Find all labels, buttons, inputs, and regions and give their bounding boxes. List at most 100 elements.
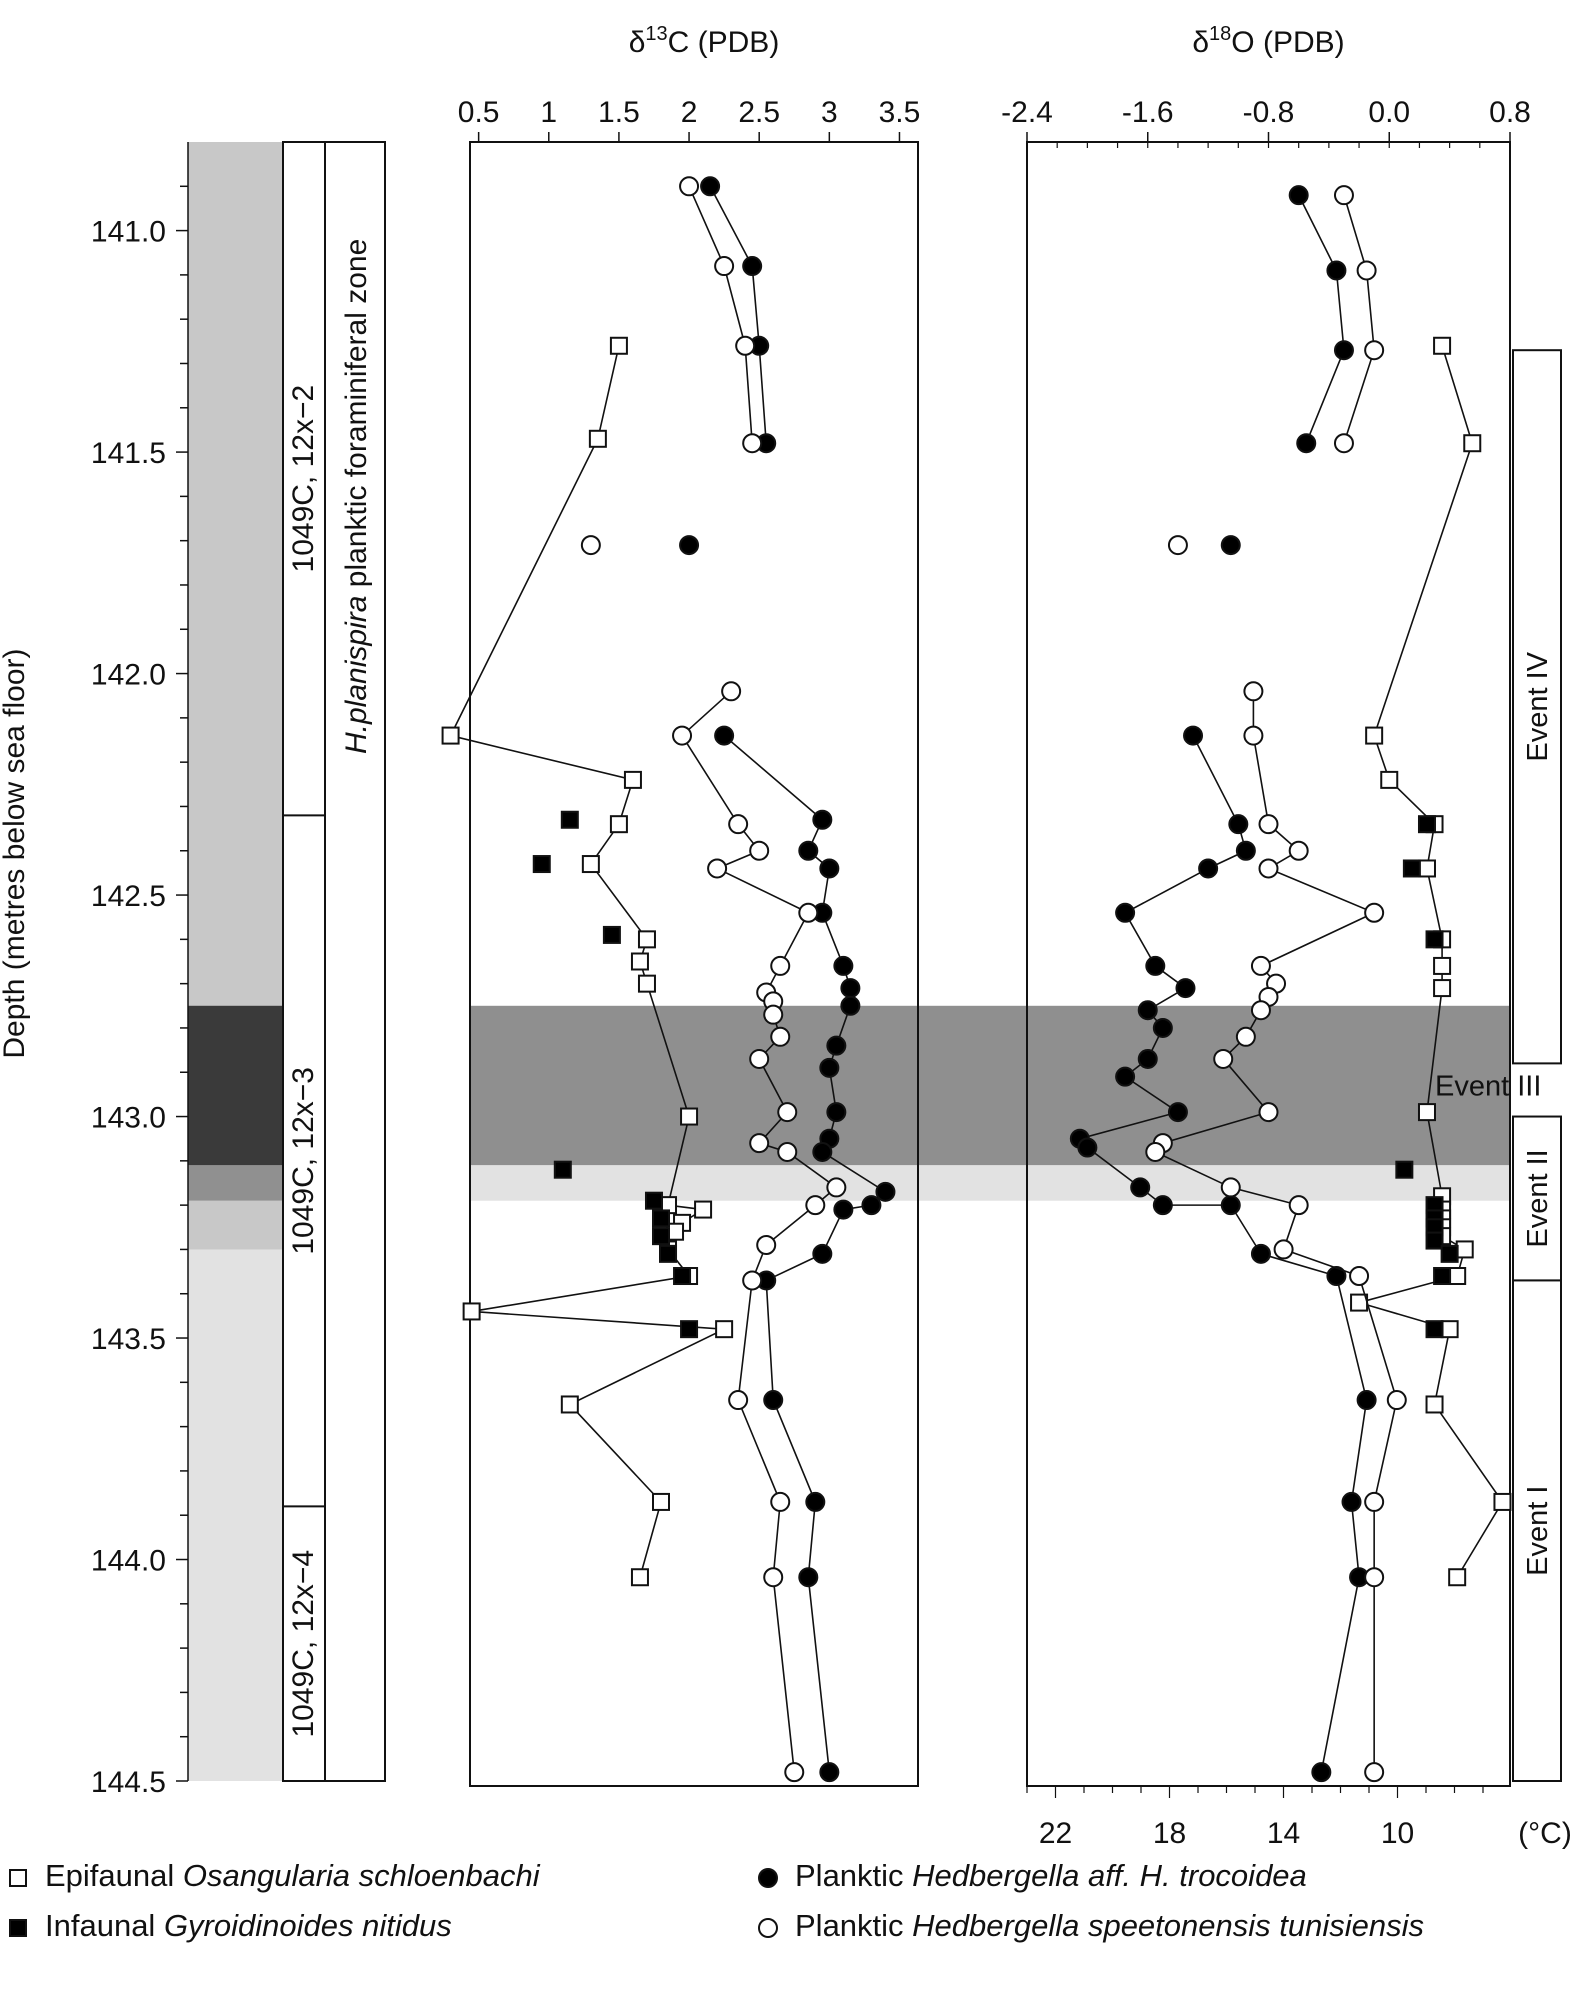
carbon-x-tick-label: 1.5 xyxy=(598,96,640,129)
legend-label-hed-aff: Planktic Hedbergella aff. H. trocoidea xyxy=(795,1858,1307,1893)
carbon-x-tick-label: 3.5 xyxy=(879,96,921,129)
carbon-hed-spe-point xyxy=(728,814,749,835)
oxygen-hed-spe-point xyxy=(1364,1567,1385,1588)
event-label-0: Event IV xyxy=(1522,651,1554,761)
carbon-x-tick-label: 1 xyxy=(540,96,557,129)
carbon-inf-point xyxy=(680,1320,699,1339)
oxygen-x-tick-label: -2.4 xyxy=(1001,96,1053,129)
carbon-hed-spe-point xyxy=(763,1567,784,1588)
carbon-hed-spe-point xyxy=(679,176,700,197)
strip-pale-column xyxy=(188,1249,283,1781)
oxygen-hed-spe-point xyxy=(1333,185,1354,206)
strip-dark-column xyxy=(188,1005,283,1166)
oxygen-hed-aff-point xyxy=(1152,1017,1173,1038)
carbon-hed-spe-point xyxy=(580,535,601,556)
carbon-hed-aff-point xyxy=(833,955,854,976)
carbon-epi-point xyxy=(560,1395,579,1414)
carbon-epi-point xyxy=(715,1320,734,1339)
oxygen-hed-spe-point xyxy=(1243,725,1264,746)
carbon-hed-spe-point xyxy=(742,433,763,454)
oxygen-inf-point xyxy=(1402,859,1421,878)
stratigraphy-strip: 1049C, 12x−2 1049C, 12x−3 1049C, 12x−4 H.pl… xyxy=(188,141,386,1782)
carbon-hed-aff-point xyxy=(840,995,861,1016)
oxygen-hed-spe-point xyxy=(1258,858,1279,879)
carbon-inf-point xyxy=(659,1244,678,1263)
event-box-3 xyxy=(1512,1279,1562,1782)
oxygen-hed-spe-point xyxy=(1213,1048,1234,1069)
carbon-epi-point xyxy=(694,1200,713,1219)
carbon-epi-point xyxy=(588,429,607,448)
depth-tick-label: 144.0 xyxy=(91,1545,166,1578)
event-box-2 xyxy=(1512,1115,1562,1282)
carbon-hed-aff-point xyxy=(826,1102,847,1123)
carbon-hed-aff-point xyxy=(861,1195,882,1216)
oxygen-x-tick-label: -0.8 xyxy=(1243,96,1295,129)
oxygen-hed-aff-point xyxy=(1311,1762,1332,1783)
carbon-hed-spe-point xyxy=(770,1026,791,1047)
carbon-inf-point xyxy=(652,1227,670,1246)
carbon-hed-aff-line xyxy=(709,185,768,444)
depth-tick-label: 142.0 xyxy=(91,659,166,692)
oxygen-hed-spe-point xyxy=(1288,840,1309,861)
oxygen-x-tick-label: -1.6 xyxy=(1122,96,1174,129)
oxygen-epi-point xyxy=(1417,859,1436,878)
background-layer xyxy=(470,1005,1510,1201)
carbon-epi-point xyxy=(630,1568,649,1587)
core-label-1: 1049C, 12x−3 xyxy=(287,1067,320,1255)
oxygen-epi-point xyxy=(1433,336,1452,355)
oxygen-inf-point xyxy=(1425,1320,1444,1339)
carbon-hed-spe-point xyxy=(749,1048,770,1069)
temp-tick-label: 18 xyxy=(1153,1817,1186,1850)
oxygen-hed-aff-point xyxy=(1115,1066,1136,1087)
carbon-hed-spe-point xyxy=(749,840,770,861)
carbon-hed-aff-point xyxy=(826,1035,847,1056)
data-layer xyxy=(441,176,1512,1783)
oxygen-hed-spe-point xyxy=(1220,1177,1241,1198)
carbon-hed-spe-point xyxy=(735,335,756,356)
temp-tick-label: 10 xyxy=(1381,1817,1414,1850)
carbon-hed-aff-line xyxy=(723,734,887,1773)
legend-marker-epi xyxy=(9,1869,27,1887)
carbon-epi-point xyxy=(652,1492,670,1511)
oxygen-epi-point xyxy=(1433,979,1452,998)
oxygen-inf-point xyxy=(1425,1231,1444,1250)
carbon-epi-point xyxy=(609,815,628,834)
carbon-panel-frame xyxy=(469,141,919,1787)
event-label-1: Event III xyxy=(1435,1071,1541,1103)
oxygen-epi-point xyxy=(1425,1395,1444,1414)
oxygen-hed-aff-point xyxy=(1175,978,1196,999)
oxygen-hed-spe-point xyxy=(1167,535,1188,556)
oxygen-hed-aff-point xyxy=(1130,1177,1151,1198)
carbon-hed-spe-point xyxy=(763,1004,784,1025)
oxygen-hed-aff-point xyxy=(1167,1102,1188,1123)
oxygen-hed-spe-point xyxy=(1349,1266,1370,1287)
carbon-hed-aff-point xyxy=(805,1491,826,1512)
carbon-x-tick-label: 0.5 xyxy=(458,96,500,129)
oxygen-hed-spe-point xyxy=(1364,1762,1385,1783)
oxygen-hed-aff-point xyxy=(1341,1491,1362,1512)
oxygen-x-tick-label: 0.0 xyxy=(1368,96,1410,129)
carbon-hed-spe-point xyxy=(770,955,791,976)
carbon-hed-spe-point xyxy=(805,1195,826,1216)
carbon-hed-spe-point xyxy=(798,902,819,923)
event-box-0 xyxy=(1512,349,1562,1065)
carbon-x-tick-label: 3 xyxy=(821,96,838,129)
oxygen-inf-point xyxy=(1425,930,1444,949)
carbon-hed-spe-point xyxy=(777,1141,798,1162)
oxygen-hed-spe-point xyxy=(1364,340,1385,361)
oxygen-epi-point xyxy=(1417,1103,1436,1122)
legend-marker-hed-spe xyxy=(758,1918,778,1938)
carbon-inf-point xyxy=(532,855,551,874)
legend: Epifaunal Osangularia schloenbachi Plankt… xyxy=(9,1858,1424,1943)
strip-light-column-2 xyxy=(188,1200,283,1250)
depth-tick-label: 144.5 xyxy=(91,1766,166,1799)
zone-label: H.planispira planktic foraminiferal zone xyxy=(340,239,373,754)
carbon-hed-aff-point xyxy=(763,1390,784,1411)
carbon-x-tick-label: 2.5 xyxy=(738,96,780,129)
carbon-hed-spe-line xyxy=(688,185,753,444)
oxygen-epi-point xyxy=(1463,434,1482,453)
oxygen-hed-aff-point xyxy=(1333,340,1354,361)
carbon-hed-aff-point xyxy=(819,1762,840,1783)
oxygen-hed-aff-point xyxy=(1235,840,1256,861)
oxygen-hed-aff-point xyxy=(1145,955,1166,976)
